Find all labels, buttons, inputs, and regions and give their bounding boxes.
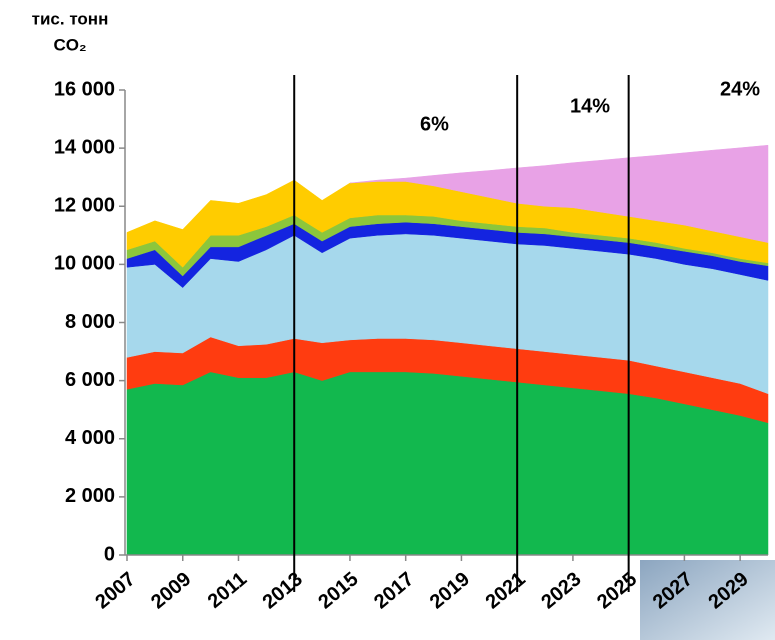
- y-tick-label: 4 000: [65, 427, 115, 449]
- y-tick-label: 14 000: [54, 136, 115, 158]
- y-tick-label: 10 000: [54, 253, 115, 275]
- annotation: 6%: [420, 113, 449, 135]
- x-tick-label: 2023: [537, 568, 585, 613]
- x-tick-label: 2017: [370, 568, 418, 613]
- area: [349, 144, 769, 243]
- y-axis-label: тис. тонн: [32, 9, 109, 28]
- y-tick-label: 8 000: [65, 311, 115, 333]
- y-tick-label: 2 000: [65, 485, 115, 507]
- x-tick-label: 2009: [147, 568, 195, 613]
- x-tick-label: 2013: [259, 568, 307, 613]
- x-tick-label: 2015: [314, 568, 362, 613]
- y-tick-label: 6 000: [65, 369, 115, 391]
- y-tick-label: 16 000: [54, 78, 115, 100]
- y-tick-label: 12 000: [54, 195, 115, 217]
- x-tick-label: 2019: [426, 568, 474, 613]
- x-tick-label: 2011: [204, 568, 251, 613]
- x-tick-label: 2025: [593, 568, 641, 613]
- x-tick-label: 2021: [482, 568, 530, 613]
- y-tick-label: 0: [104, 543, 115, 565]
- background-image: [640, 560, 775, 640]
- annotation: 14%: [570, 95, 610, 117]
- x-tick-label: 2007: [91, 568, 139, 613]
- annotation: 24%: [720, 78, 760, 100]
- y-axis-label: CO₂: [53, 35, 86, 54]
